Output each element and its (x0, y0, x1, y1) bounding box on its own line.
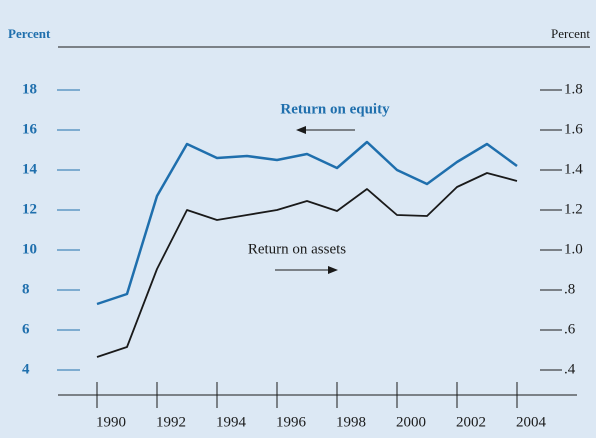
y2-tick-label: 1.6 (564, 121, 583, 137)
y-tick-label: 8 (22, 281, 30, 297)
x-tick-label: 1994 (216, 414, 247, 430)
y-tick-label: 16 (22, 121, 38, 137)
y-tick-label: 10 (22, 241, 37, 257)
y-tick-label: 18 (22, 81, 37, 97)
x-tick-label: 2004 (516, 414, 547, 430)
x-tick-label: 1996 (276, 414, 307, 430)
x-tick-label: 1998 (336, 414, 366, 430)
y-tick-label: 14 (22, 161, 38, 177)
x-tick-label: 1992 (156, 414, 186, 430)
y2-tick-label: .4 (564, 361, 576, 377)
y2-tick-label: 1.4 (564, 161, 583, 177)
y2-tick-label: .8 (564, 281, 575, 297)
y-tick-label: 6 (22, 321, 30, 337)
series-line (96, 172, 518, 358)
y2-tick-label: 1.0 (564, 241, 583, 257)
y2-axis-label: Percent (551, 26, 590, 41)
y2-tick-label: 1.8 (564, 81, 583, 97)
y2-tick-label: .6 (564, 321, 576, 337)
y-axis-label: Percent (8, 26, 51, 41)
series-label: Return on assets (248, 241, 346, 257)
y2-tick-label: 1.2 (564, 201, 583, 217)
y-tick-label: 12 (22, 201, 37, 217)
series-label: Return on equity (280, 101, 390, 117)
y-tick-label: 4 (22, 361, 30, 377)
x-tick-label: 2000 (396, 414, 426, 430)
x-tick-label: 2002 (456, 414, 486, 430)
x-tick-label: 1990 (96, 414, 126, 430)
series-line (96, 140, 518, 306)
arrow-head (328, 266, 338, 274)
arrow-head (296, 126, 306, 134)
